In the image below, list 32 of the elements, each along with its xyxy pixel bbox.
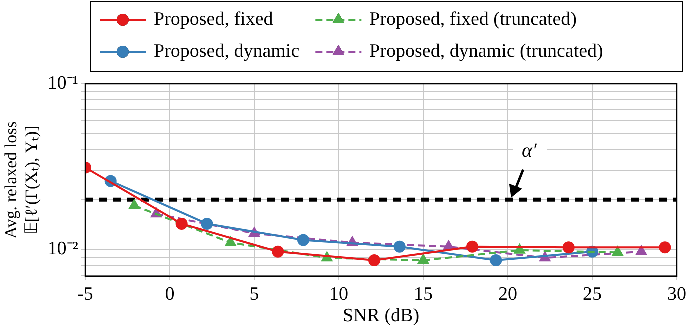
point <box>417 254 430 264</box>
x-tick-label: 30 <box>668 284 686 305</box>
ref-line-label: α′ <box>522 140 538 162</box>
y-tick-label: 10⁻² <box>48 238 79 260</box>
point <box>368 254 380 267</box>
point <box>490 254 502 267</box>
point <box>394 240 406 253</box>
point <box>659 242 672 254</box>
point <box>224 236 237 246</box>
x-tick-label: 15 <box>414 284 433 305</box>
point <box>128 198 141 210</box>
y-tick-label: 10⁻¹ <box>48 72 79 94</box>
x-tick-label: 25 <box>583 284 602 305</box>
legend-label: Proposed, dynamic (truncated) <box>370 40 604 62</box>
x-tick-label: 0 <box>165 284 175 305</box>
legend-label: Proposed, fixed <box>154 8 274 30</box>
legend-label: Proposed, dynamic <box>154 40 300 62</box>
point <box>612 246 624 256</box>
point <box>298 234 310 246</box>
x-tick-label: 10 <box>330 284 348 305</box>
point <box>635 244 648 256</box>
x-tick-label: -5 <box>78 284 94 305</box>
point <box>562 242 575 254</box>
point <box>176 218 188 230</box>
legend-label: Proposed, fixed (truncated) <box>370 8 578 30</box>
point <box>272 246 284 258</box>
x-tick-label: 5 <box>250 284 260 305</box>
x-axis-title: SNR (dB) <box>342 306 420 327</box>
y-axis-title: Avg. relaxed loss 𝔼[ℓ′(Γ(Xₜ), Yₜ)] <box>2 122 42 239</box>
point <box>466 240 479 253</box>
point <box>201 218 214 230</box>
x-tick-label: 20 <box>498 284 518 305</box>
